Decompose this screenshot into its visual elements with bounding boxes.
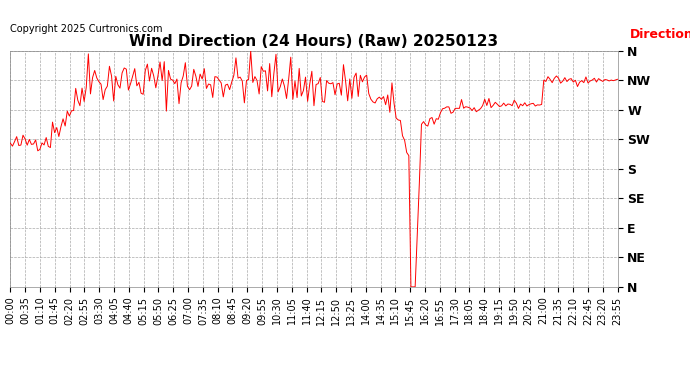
- Title: Wind Direction (24 Hours) (Raw) 20250123: Wind Direction (24 Hours) (Raw) 20250123: [130, 34, 498, 50]
- Text: Direction: Direction: [630, 28, 690, 41]
- Text: Copyright 2025 Curtronics.com: Copyright 2025 Curtronics.com: [10, 24, 163, 34]
